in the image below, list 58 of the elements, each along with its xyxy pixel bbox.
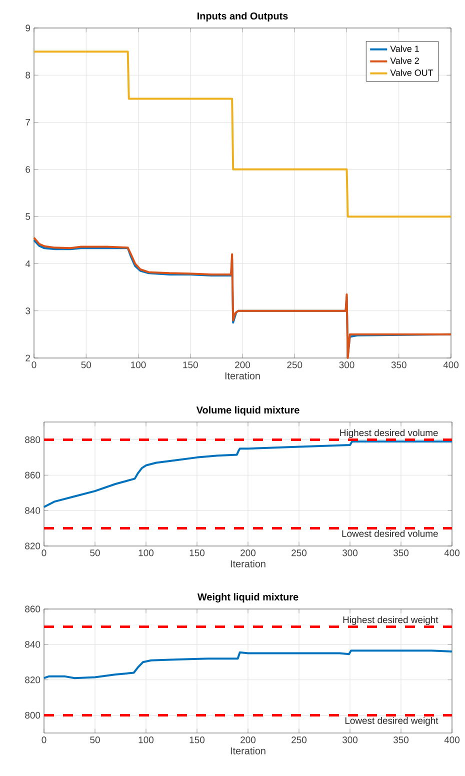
ref-line-label: Lowest desired weight xyxy=(345,716,438,726)
x-tick-label: 250 xyxy=(292,736,307,744)
x-axis-title: Iteration xyxy=(230,747,266,754)
x-tick-label: 300 xyxy=(339,362,354,368)
chart-title: Inputs and Outputs xyxy=(198,12,288,22)
y-tick-label: 2 xyxy=(26,354,30,362)
x-tick-label: 200 xyxy=(235,362,250,368)
ref-line-label: Highest desired weight xyxy=(343,616,438,626)
y-tick-label: 3 xyxy=(26,308,30,314)
x-tick-label: 250 xyxy=(287,362,302,368)
y-tick-label: 820 xyxy=(25,676,40,684)
chart-title: Weight liquid mixture xyxy=(197,593,298,603)
x-tick-label: 200 xyxy=(240,736,256,744)
x-tick-label: 150 xyxy=(190,550,205,556)
y-tick-label: 840 xyxy=(25,641,40,648)
x-tick-label: 150 xyxy=(190,736,205,744)
x-tick-label: 0 xyxy=(42,550,46,556)
y-tick-label: 7 xyxy=(26,119,30,126)
ref-line-label: Highest desired volume xyxy=(340,429,438,438)
x-tick-label: 50 xyxy=(90,550,100,556)
x-tick-label: 100 xyxy=(138,736,154,744)
x-tick-label: 400 xyxy=(444,550,460,556)
y-tick-label: 860 xyxy=(25,606,40,612)
x-tick-label: 300 xyxy=(342,736,358,744)
x-tick-label: 250 xyxy=(292,550,307,556)
x-tick-label: 0 xyxy=(42,736,46,744)
y-tick-label: 5 xyxy=(26,213,30,220)
x-tick-label: 350 xyxy=(393,550,409,556)
x-tick-label: 350 xyxy=(391,362,406,368)
chart-title: Volume liquid mixture xyxy=(196,406,300,416)
x-tick-label: 0 xyxy=(32,362,36,368)
legend-label: Valve 1 xyxy=(390,45,419,52)
x-tick-label: 100 xyxy=(131,362,146,368)
y-tick-label: 6 xyxy=(26,166,30,173)
x-tick-label: 100 xyxy=(138,550,154,556)
y-tick-label: 860 xyxy=(25,472,40,478)
x-tick-label: 50 xyxy=(90,736,100,744)
line-series xyxy=(33,50,452,218)
x-axis-title: Iteration xyxy=(230,560,266,568)
y-tick-label: 820 xyxy=(25,542,40,550)
x-tick-label: 350 xyxy=(393,736,409,744)
line-series xyxy=(43,440,454,508)
x-axis-title: Iteration xyxy=(225,372,260,380)
legend-label: Valve 2 xyxy=(390,57,419,64)
y-tick-label: 800 xyxy=(25,712,40,719)
y-tick-label: 840 xyxy=(25,507,40,514)
ref-line-label: Lowest desired volume xyxy=(342,530,438,537)
legend-label: Valve OUT xyxy=(390,69,434,76)
x-tick-label: 400 xyxy=(444,736,460,744)
x-tick-label: 400 xyxy=(443,362,459,368)
x-tick-label: 50 xyxy=(81,362,92,368)
x-tick-label: 300 xyxy=(342,550,358,556)
x-tick-label: 150 xyxy=(183,362,198,368)
x-tick-label: 200 xyxy=(240,550,256,556)
y-tick-label: 4 xyxy=(25,260,30,267)
y-tick-label: 8 xyxy=(26,72,30,78)
y-tick-label: 9 xyxy=(26,24,30,32)
y-tick-label: 880 xyxy=(25,436,40,444)
